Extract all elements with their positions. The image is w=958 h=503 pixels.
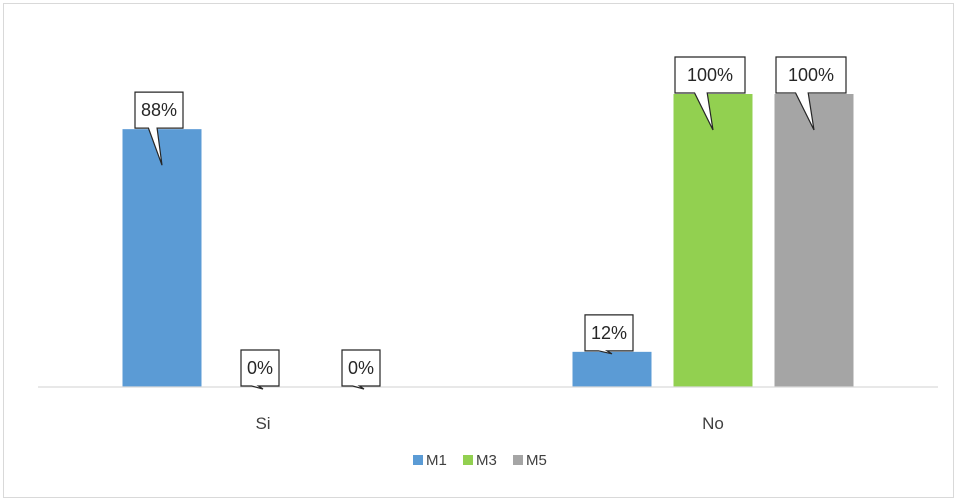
chart-frame: 88% 0% 0% 12% 100% 100% Si No M1 M3 M5 [3, 3, 954, 498]
bar-m5-no [774, 94, 854, 387]
legend-swatch-m3 [463, 455, 473, 465]
legend-swatch-m1 [413, 455, 423, 465]
legend-label-m5: M5 [526, 452, 547, 469]
data-labels-layer: 88% 0% 0% 12% 100% 100% [134, 56, 847, 390]
bar-chart: 88% 0% 0% 12% 100% 100% Si No M1 M3 M5 [38, 56, 938, 469]
data-label-callout [584, 314, 634, 355]
legend-label-m3: M3 [476, 452, 497, 469]
category-label-si: Si [255, 414, 270, 433]
data-label-m1-no: 12% [591, 323, 627, 343]
bars-layer [122, 94, 854, 387]
data-label-callout [134, 91, 184, 166]
bar-m1-no [572, 351, 652, 387]
data-label-callout [341, 349, 381, 390]
data-label-callout [240, 349, 280, 390]
category-label-no: No [702, 414, 724, 433]
data-label-m3-no: 100% [687, 65, 733, 85]
legend-label-m1: M1 [426, 452, 447, 469]
category-labels-layer: Si No [255, 414, 723, 433]
data-label-callout [775, 56, 847, 131]
data-label-callout [674, 56, 746, 131]
data-label-m5-si: 0% [348, 358, 374, 378]
legend-swatch-m5 [513, 455, 523, 465]
data-label-m5-no: 100% [788, 65, 834, 85]
legend: M1 M3 M5 [413, 452, 547, 469]
data-label-m1-si: 88% [141, 100, 177, 120]
data-label-m3-si: 0% [247, 358, 273, 378]
bar-m1-si [122, 129, 202, 387]
bar-m3-no [673, 94, 753, 387]
